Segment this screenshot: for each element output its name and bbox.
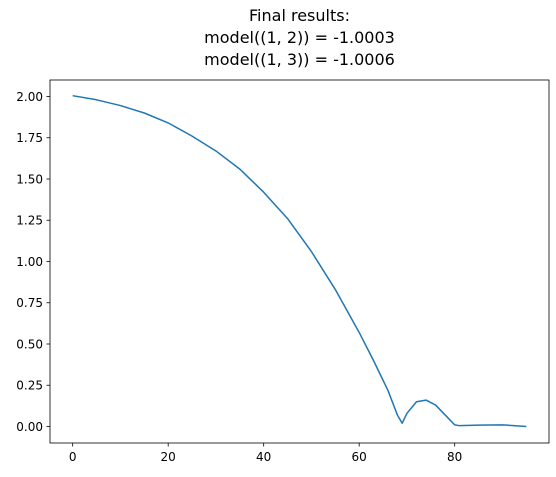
y-tick-label: 0.75	[16, 296, 43, 310]
series-line-0	[72, 94, 527, 428]
chart-title-line-3: model((1, 3)) = -1.0006	[204, 50, 395, 69]
y-tick-label: 1.00	[16, 255, 43, 269]
axes-frame	[49, 79, 550, 444]
y-tick-label: 2.00	[16, 90, 43, 104]
y-tick-label: 0.50	[16, 337, 43, 351]
x-tick-label: 60	[352, 450, 367, 464]
y-tick-label: 0.25	[16, 379, 43, 393]
x-tick-label: 0	[69, 450, 77, 464]
y-tick-label: 1.75	[16, 131, 43, 145]
plot-area: 0 20 40 60 80 0.00 0.25 0.50 0.75 1.00 1.25 1.50 1.7…	[16, 79, 550, 464]
y-tick-label: 0.00	[16, 420, 43, 434]
x-tick-label: 80	[447, 450, 462, 464]
y-tick-label: 1.25	[16, 214, 43, 228]
x-tick-label: 40	[256, 450, 271, 464]
x-tick-label: 20	[161, 450, 176, 464]
chart-title-line-2: model((1, 2)) = -1.0003	[204, 28, 395, 47]
chart-title-line-1: Final results:	[249, 6, 350, 25]
y-tick-label: 1.50	[16, 172, 43, 186]
